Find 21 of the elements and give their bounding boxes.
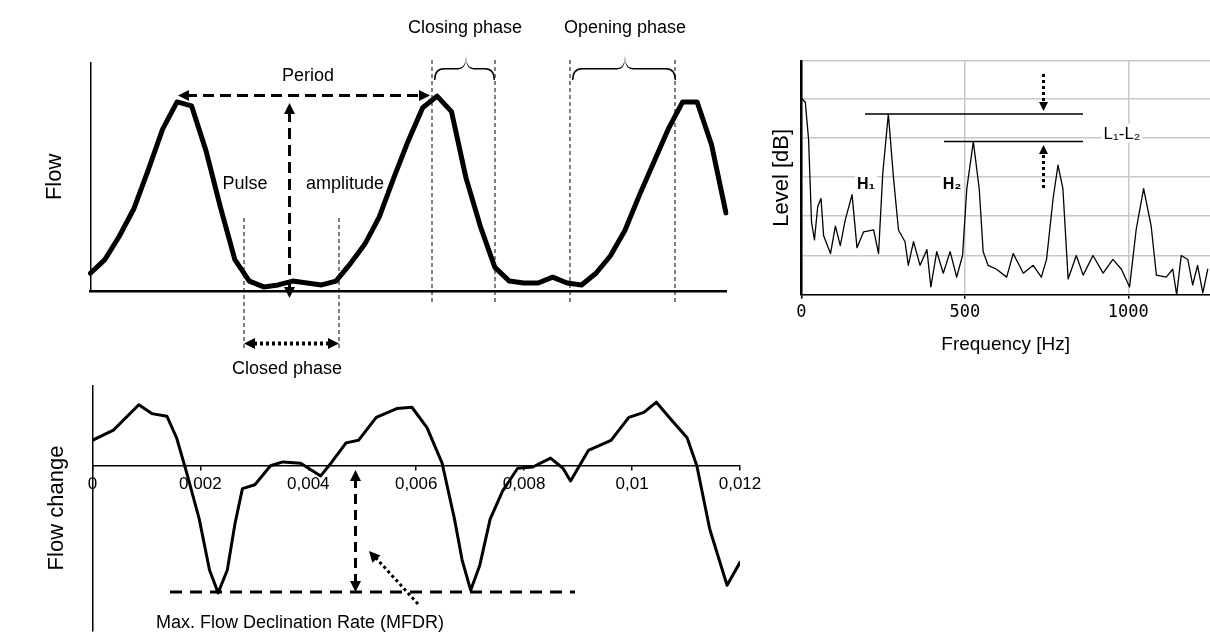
y-axis-title: Flow	[41, 153, 67, 201]
annotation: H₁	[854, 175, 878, 193]
x-tick-label: 1000	[1107, 301, 1149, 322]
text: Max. Flow Declination Rate (MFDR)	[153, 612, 447, 632]
x-axis-title: Frequency [Hz]	[941, 332, 1071, 354]
x-tick-label: 0,004	[286, 473, 330, 493]
text: Closed phase	[229, 358, 345, 378]
annotation: L₁-L₂	[1101, 123, 1143, 143]
y-axis-title: Level [dB]	[768, 128, 794, 227]
y-axis-title: Flow change	[43, 445, 69, 571]
x-tick-label: 500	[949, 301, 981, 322]
x-tick-label: 0,012	[718, 473, 762, 493]
text: Closing phase	[405, 17, 525, 37]
x-tick-label: 0,01	[615, 473, 649, 493]
text: Period	[279, 65, 337, 85]
x-tick-label: 0	[796, 301, 807, 322]
x-tick-label: 0,006	[394, 473, 438, 493]
text: Opening phase	[561, 17, 689, 37]
annotation: H₂	[940, 175, 964, 193]
annotation: Pulse	[220, 173, 270, 193]
annotation: amplitude	[303, 173, 387, 193]
